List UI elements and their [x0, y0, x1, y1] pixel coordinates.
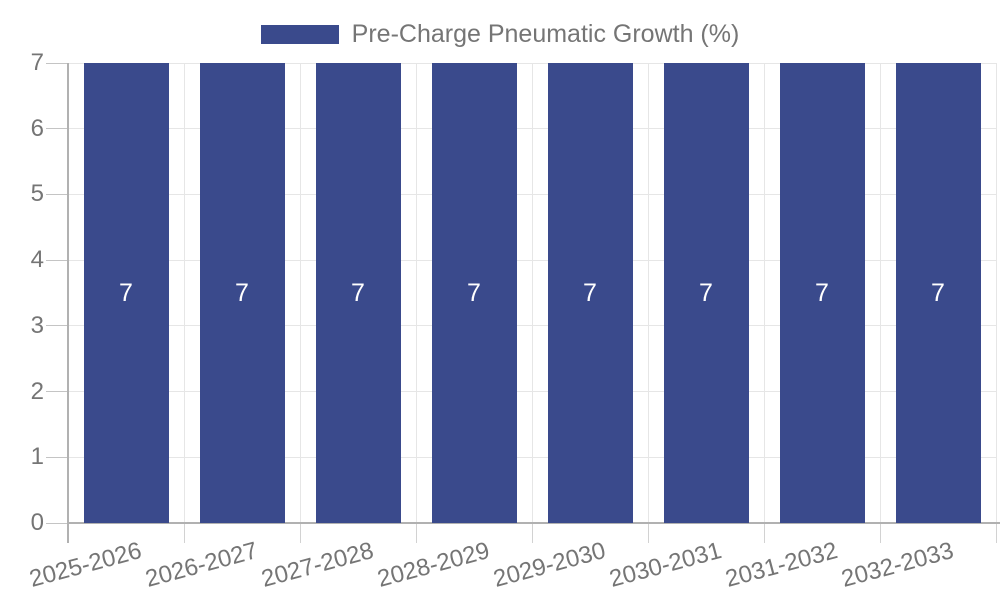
x-tick-label: 2031-2032 — [722, 537, 841, 593]
y-axis-tick — [46, 456, 68, 458]
legend-item[interactable]: Pre-Charge Pneumatic Growth (%) — [0, 22, 1000, 47]
y-tick-label: 0 — [30, 509, 44, 536]
x-axis-tick — [183, 523, 185, 543]
bar[interactable]: 7 — [199, 63, 285, 523]
gridline-vertical — [995, 63, 997, 523]
y-axis-tick — [46, 62, 68, 64]
bar[interactable]: 7 — [315, 63, 401, 523]
y-axis-tick — [46, 193, 68, 195]
y-tick-label: 3 — [30, 311, 44, 339]
x-axis-tick — [531, 523, 533, 543]
gridline-vertical — [879, 63, 881, 523]
x-tick-label: 2026-2027 — [142, 537, 261, 593]
bar[interactable]: 7 — [83, 63, 169, 523]
gridline-vertical — [647, 63, 649, 523]
x-tick-label: 2027-2028 — [258, 537, 377, 593]
bar-value-label: 7 — [931, 278, 945, 307]
y-tick-label: 2 — [30, 377, 44, 405]
x-axis-tick — [995, 523, 997, 543]
bar[interactable]: 7 — [663, 63, 749, 523]
bar-value-label: 7 — [119, 278, 133, 307]
gridline-vertical — [531, 63, 533, 523]
bar[interactable]: 7 — [547, 63, 633, 523]
gridline-vertical — [763, 63, 765, 523]
x-axis-tick — [415, 523, 417, 543]
y-axis-tick — [46, 522, 68, 524]
bar-value-label: 7 — [699, 278, 713, 307]
gridline-vertical — [415, 63, 417, 523]
bar-value-label: 7 — [583, 278, 597, 307]
bar-value-label: 7 — [351, 278, 365, 307]
x-tick-label: 2029-2030 — [490, 537, 609, 593]
y-axis-tick — [46, 325, 68, 327]
bar[interactable]: 7 — [779, 63, 865, 523]
x-axis-line — [68, 522, 1000, 524]
y-axis-line — [67, 63, 69, 543]
y-tick-label: 4 — [30, 246, 44, 274]
bar-value-label: 7 — [235, 278, 249, 307]
bar-value-label: 7 — [815, 278, 829, 307]
y-tick-label: 6 — [30, 114, 44, 142]
y-axis-tick — [46, 259, 68, 261]
gridline-vertical — [299, 63, 301, 523]
legend-label: Pre-Charge Pneumatic Growth (%) — [351, 20, 740, 48]
bar-value-label: 7 — [467, 278, 481, 307]
x-axis-tick — [879, 523, 881, 543]
x-tick-label: 2030-2031 — [606, 537, 725, 593]
bar[interactable]: 7 — [895, 63, 981, 523]
bar[interactable]: 7 — [431, 63, 517, 523]
y-tick-label: 7 — [30, 49, 44, 76]
y-tick-label: 1 — [30, 443, 44, 471]
y-axis-tick — [46, 128, 68, 130]
x-axis-tick — [299, 523, 301, 543]
x-tick-label: 2025-2026 — [26, 537, 145, 593]
gridline-vertical — [183, 63, 185, 523]
x-tick-label: 2032-2033 — [838, 537, 957, 593]
legend-swatch — [260, 25, 339, 44]
x-axis-tick — [647, 523, 649, 543]
x-tick-label: 2028-2029 — [374, 537, 493, 593]
y-axis-tick — [46, 391, 68, 393]
x-axis-tick — [763, 523, 765, 543]
y-tick-label: 5 — [30, 180, 44, 208]
